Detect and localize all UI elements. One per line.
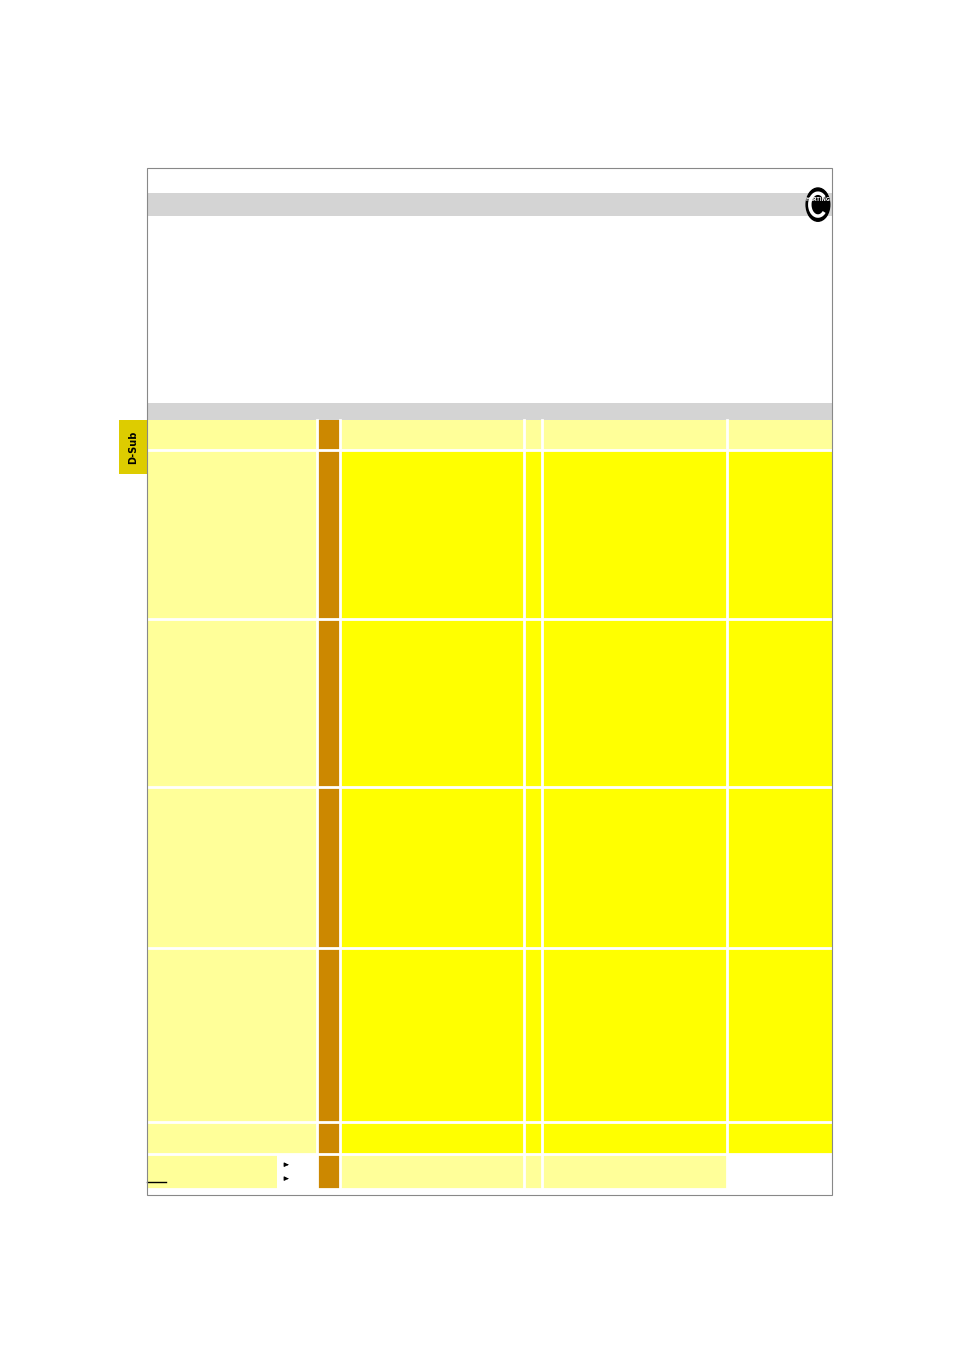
Bar xyxy=(317,948,339,1122)
Bar xyxy=(726,420,831,450)
Bar xyxy=(339,420,524,450)
Bar xyxy=(317,420,339,450)
Bar xyxy=(119,420,147,474)
Bar xyxy=(147,1154,317,1189)
Bar xyxy=(147,404,831,420)
Bar xyxy=(276,1154,317,1189)
Bar xyxy=(147,1122,317,1154)
Bar xyxy=(524,450,541,618)
Circle shape xyxy=(805,188,829,221)
Bar xyxy=(339,1122,524,1154)
Bar xyxy=(524,1154,541,1189)
Bar xyxy=(339,948,524,1122)
Bar xyxy=(339,787,524,948)
Bar xyxy=(147,193,831,216)
Bar xyxy=(524,1122,541,1154)
Bar xyxy=(726,618,831,787)
Bar xyxy=(726,450,831,618)
Bar xyxy=(339,618,524,787)
Text: D-Sub: D-Sub xyxy=(128,431,138,463)
Bar xyxy=(317,787,339,948)
Bar xyxy=(339,450,524,618)
Bar xyxy=(317,450,339,618)
Bar xyxy=(147,948,317,1122)
Bar xyxy=(726,1154,831,1189)
Bar xyxy=(147,618,317,787)
Bar xyxy=(317,618,339,787)
Bar xyxy=(541,618,726,787)
Bar xyxy=(541,787,726,948)
Bar xyxy=(147,420,317,450)
Bar xyxy=(541,948,726,1122)
Bar xyxy=(147,787,317,948)
Bar xyxy=(524,420,541,450)
Bar xyxy=(147,216,831,404)
Bar xyxy=(726,1122,831,1154)
Bar xyxy=(524,787,541,948)
Bar xyxy=(317,1122,339,1154)
Bar xyxy=(147,450,317,618)
Bar xyxy=(541,420,726,450)
Bar xyxy=(541,1122,726,1154)
Bar xyxy=(524,618,541,787)
Bar xyxy=(726,948,831,1122)
Bar xyxy=(524,948,541,1122)
Bar xyxy=(317,1154,339,1189)
Bar xyxy=(541,450,726,618)
Bar xyxy=(339,1154,524,1189)
Text: HARTING: HARTING xyxy=(804,197,829,202)
Bar xyxy=(726,787,831,948)
Bar xyxy=(541,1154,726,1189)
